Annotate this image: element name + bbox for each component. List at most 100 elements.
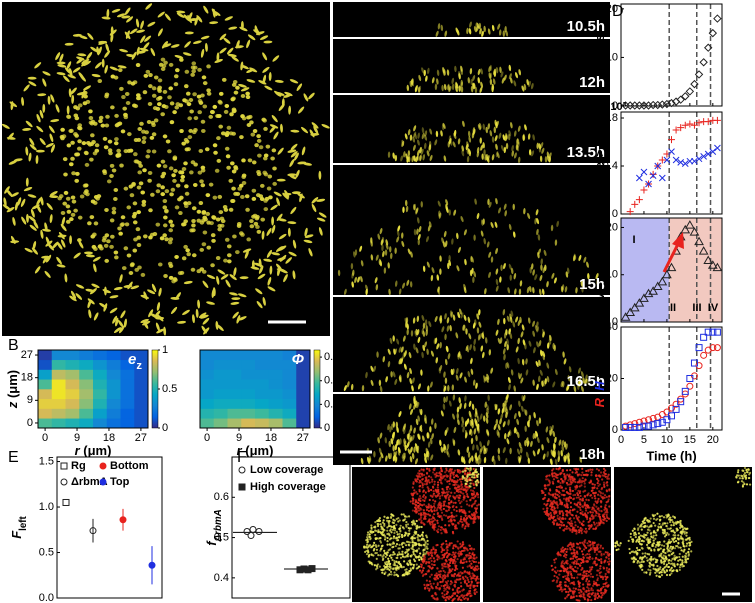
cell [426, 468, 428, 470]
cell [382, 559, 384, 561]
cell [577, 580, 579, 582]
cell [686, 532, 688, 534]
cell [57, 196, 62, 200]
cell [551, 569, 553, 571]
cell [249, 219, 254, 223]
cell [541, 490, 543, 492]
cell [133, 152, 138, 156]
cell [579, 509, 581, 511]
cell [104, 145, 109, 149]
cell [428, 510, 430, 512]
cell [169, 63, 174, 67]
cell [174, 82, 179, 86]
cell [211, 239, 216, 243]
cell [423, 490, 425, 492]
cell [107, 179, 112, 183]
cell [596, 522, 598, 524]
cell [445, 468, 447, 470]
cell [141, 130, 146, 134]
cell [164, 237, 169, 241]
cell [550, 494, 552, 496]
cell [167, 95, 172, 99]
cell [97, 194, 102, 198]
cell [376, 558, 378, 560]
cell [142, 140, 147, 144]
cell [576, 563, 578, 565]
cell [388, 549, 390, 551]
cell [597, 508, 599, 510]
cell [191, 160, 196, 164]
cell [441, 592, 443, 594]
cell [638, 540, 640, 542]
cell [376, 549, 378, 551]
cell [118, 68, 123, 72]
cell [439, 507, 441, 509]
cell [417, 478, 419, 480]
cell [163, 216, 168, 220]
cell [447, 580, 449, 582]
cell [564, 479, 566, 481]
cell [472, 473, 474, 475]
cell [603, 553, 605, 555]
cell [442, 542, 444, 544]
cell [394, 519, 396, 521]
cell [443, 514, 445, 516]
cell [554, 566, 556, 568]
cell [590, 471, 592, 473]
cell [448, 495, 450, 497]
cell [637, 527, 639, 529]
cell [435, 489, 437, 491]
cell [574, 503, 576, 505]
cell [259, 145, 264, 149]
cell [556, 522, 558, 524]
cell [413, 564, 415, 566]
cell [595, 475, 597, 477]
cell [395, 561, 397, 563]
cell [191, 223, 196, 227]
cell [435, 551, 437, 553]
cell [369, 533, 371, 535]
cell [433, 469, 435, 471]
cell [569, 469, 571, 471]
cell [406, 549, 408, 551]
cell [201, 218, 206, 222]
cell [209, 183, 214, 187]
cell [383, 568, 385, 570]
cell [272, 167, 277, 171]
cell [419, 495, 421, 497]
cell [208, 115, 213, 119]
cell [418, 548, 420, 550]
cell [405, 532, 407, 534]
cell [232, 234, 237, 238]
cell [197, 110, 202, 114]
cell [203, 230, 208, 234]
cell [213, 105, 218, 109]
cell [582, 491, 584, 493]
cell [451, 523, 453, 525]
cell [469, 552, 471, 554]
cell [571, 552, 573, 554]
cell [97, 79, 102, 83]
cell [433, 557, 435, 559]
cell [199, 248, 204, 252]
cell [459, 546, 461, 548]
cell [680, 535, 682, 537]
cell [444, 584, 446, 586]
cell [460, 483, 462, 485]
cell [505, 329, 507, 335]
cell [210, 110, 215, 114]
cell [152, 150, 157, 154]
cell [414, 524, 416, 526]
cell [603, 475, 605, 477]
cell [589, 481, 591, 483]
cell [377, 563, 379, 565]
cell [430, 476, 432, 478]
cell [560, 551, 562, 553]
cell [413, 489, 415, 491]
cell [442, 579, 444, 581]
cell [184, 84, 189, 88]
cell [454, 592, 456, 594]
cell [606, 520, 608, 522]
cell [595, 583, 597, 585]
cell [152, 132, 157, 136]
